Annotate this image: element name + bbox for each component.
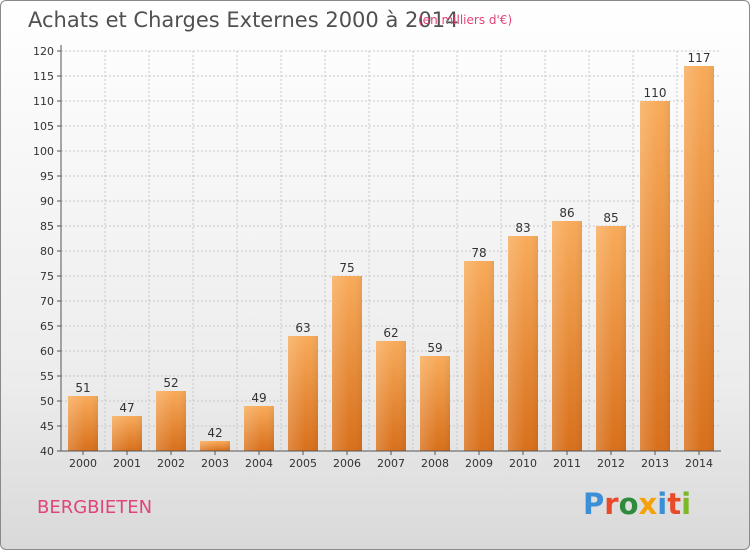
bar-shine	[596, 226, 626, 451]
chart-subtitle: (en milliers d'€)	[418, 13, 513, 27]
logo-letter: x	[638, 487, 658, 521]
value-label: 42	[207, 426, 222, 440]
bar-shine	[288, 336, 318, 451]
bar-shine	[376, 341, 406, 451]
y-tick-label: 105	[33, 120, 54, 133]
value-label: 117	[688, 51, 711, 65]
logo-letter: r	[604, 487, 619, 521]
x-tick-label: 2011	[553, 457, 581, 470]
y-tick-label: 90	[40, 195, 54, 208]
proxiti-logo: Proxiti	[583, 487, 691, 521]
value-label: 59	[427, 341, 442, 355]
x-tick-label: 2014	[685, 457, 713, 470]
y-tick-label: 115	[33, 70, 54, 83]
y-tick-label: 120	[33, 45, 54, 58]
value-label: 62	[383, 326, 398, 340]
x-tick-label: 2005	[289, 457, 317, 470]
y-tick-label: 60	[40, 345, 54, 358]
value-label: 52	[163, 376, 178, 390]
axes: 40 45 50 55 60 65 70 75 80 85 90 95 100 105 110 115 120 2…	[33, 45, 721, 470]
x-tick-label: 2010	[509, 457, 537, 470]
y-tick-label: 95	[40, 170, 54, 183]
y-tick-label: 85	[40, 220, 54, 233]
y-tick-label: 110	[33, 95, 54, 108]
value-label: 85	[603, 211, 618, 225]
value-label: 110	[644, 86, 667, 100]
x-tick-label: 2000	[69, 457, 97, 470]
y-tick-label: 100	[33, 145, 54, 158]
bar-shine	[244, 406, 274, 451]
bar-shine	[640, 101, 670, 451]
value-label: 78	[471, 246, 486, 260]
grid-lines	[61, 50, 721, 452]
y-tick-label: 55	[40, 370, 54, 383]
x-tick-label: 2001	[113, 457, 141, 470]
value-label: 49	[251, 391, 266, 405]
bar-shine	[332, 276, 362, 451]
bars: 51 47 52 42 49 63 75 62 59 78 83 86 85 110 117	[68, 51, 714, 451]
bar-shine	[68, 396, 98, 451]
x-tick-label: 2008	[421, 457, 449, 470]
value-label: 51	[75, 381, 90, 395]
value-label: 47	[119, 401, 134, 415]
value-label: 63	[295, 321, 310, 335]
y-tick-label: 80	[40, 245, 54, 258]
logo-letter: i	[657, 487, 668, 521]
y-tick-label: 40	[40, 445, 54, 458]
y-tick-label: 70	[40, 295, 54, 308]
y-tick-label: 45	[40, 420, 54, 433]
bar-shine	[508, 236, 538, 451]
chart-title: Achats et Charges Externes 2000 à 2014	[28, 8, 459, 32]
bar-shine	[464, 261, 494, 451]
x-tick-label: 2012	[597, 457, 625, 470]
logo-letter: o	[618, 487, 639, 521]
bar-shine	[684, 66, 714, 451]
x-tick-label: 2002	[157, 457, 185, 470]
value-label: 83	[515, 221, 530, 235]
logo-letter: P	[583, 487, 605, 521]
logo-letter: i	[681, 487, 692, 521]
x-tick-label: 2007	[377, 457, 405, 470]
bar-shine	[112, 416, 142, 451]
bar-shine	[156, 391, 186, 451]
logo-letter: t	[667, 487, 682, 521]
y-tick-label: 65	[40, 320, 54, 333]
y-tick-label: 50	[40, 395, 54, 408]
x-tick-label: 2004	[245, 457, 273, 470]
x-tick-label: 2003	[201, 457, 229, 470]
bar-shine	[552, 221, 582, 451]
value-label: 75	[339, 261, 354, 275]
x-tick-label: 2006	[333, 457, 361, 470]
y-tick-label: 75	[40, 270, 54, 283]
x-tick-label: 2013	[641, 457, 669, 470]
commune-name: BERGBIETEN	[37, 497, 153, 518]
bar-shine	[420, 356, 450, 451]
x-tick-label: 2009	[465, 457, 493, 470]
value-label: 86	[559, 206, 574, 220]
bar-shine	[200, 441, 230, 451]
